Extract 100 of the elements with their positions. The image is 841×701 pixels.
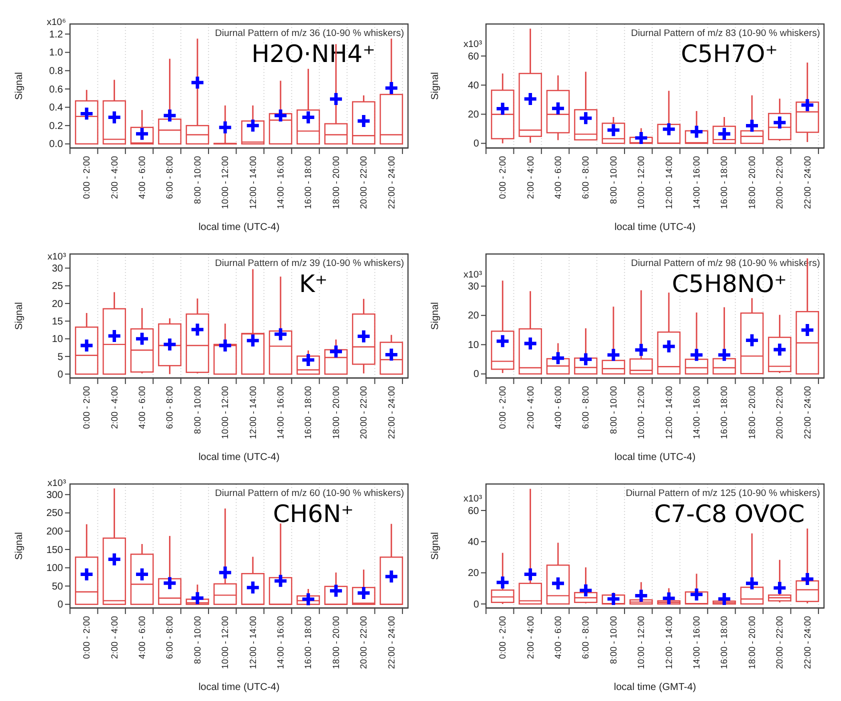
- y-axis-title: Signal: [14, 72, 25, 100]
- y-axis-title: Signal: [430, 302, 441, 330]
- y-tick-label: 10: [468, 340, 480, 351]
- point: [136, 568, 148, 580]
- text: x10³: [464, 39, 482, 50]
- text: Diurnal Pattern of m/z 36 (10-90 % whiskers): [214, 28, 404, 39]
- point: [164, 110, 176, 122]
- point: [524, 337, 536, 350]
- x-tick-label: 4:00 - 6:00: [137, 386, 148, 430]
- point: [246, 120, 259, 132]
- point: [662, 592, 675, 604]
- y-tick-label: 60: [468, 506, 480, 517]
- x-tick-label: 6:00 - 8:00: [164, 616, 175, 660]
- point: [635, 344, 648, 356]
- x-tick-label: 10:00 - 12:00: [220, 616, 230, 670]
- x-tick-label: 10:00 - 12:00: [636, 386, 646, 440]
- y-tick-label: 0: [473, 138, 480, 150]
- x-tick-label: 12:00 - 14:00: [664, 616, 674, 670]
- y-tick-label: 15: [52, 316, 64, 328]
- x-tick-label: 20:00 - 22:00: [358, 386, 369, 440]
- point: [635, 590, 648, 602]
- point: [330, 346, 342, 358]
- y-axis-title: Signal: [430, 72, 441, 100]
- point: [219, 340, 232, 352]
- text: x10³: [48, 251, 66, 262]
- point: [136, 332, 148, 345]
- x-tick-label: 2:00 - 4:00: [109, 386, 120, 430]
- point: [718, 348, 730, 361]
- x-tick-label: 2:00 - 4:00: [525, 156, 536, 200]
- x-tick-label: 22:00 - 24:00: [386, 386, 396, 440]
- chart-title: Diurnal Pattern of m/z 60 (10-90 % whiskers): [214, 488, 404, 499]
- text: x10⁶: [46, 17, 66, 28]
- y-tick-label: 150: [46, 544, 64, 556]
- x-tick-label: 18:00 - 20:00: [746, 386, 757, 440]
- y-tick-label: 0.6: [49, 84, 64, 96]
- x-tick-label: 20:00 - 22:00: [358, 156, 369, 210]
- x-tick-label: 12:00 - 14:00: [664, 386, 674, 440]
- x-tick-label: 20:00 - 22:00: [774, 156, 785, 210]
- point: [164, 577, 176, 590]
- x-tick-label: 22:00 - 24:00: [802, 386, 812, 440]
- point: [801, 324, 814, 336]
- x-tick-label: 8:00 - 10:00: [192, 386, 202, 434]
- x-tick-label: 2:00 - 4:00: [525, 616, 536, 660]
- point: [246, 334, 259, 347]
- x-tick-label: 16:00 - 18:00: [719, 156, 730, 210]
- y-tick-label: 40: [468, 536, 480, 548]
- x-tick-label: 6:00 - 8:00: [164, 156, 175, 200]
- y-axis-title: Signal: [14, 302, 25, 330]
- x-tick-label: 12:00 - 14:00: [248, 156, 258, 210]
- point: [690, 348, 703, 361]
- point: [191, 592, 204, 604]
- x-tick-label: 6:00 - 8:00: [580, 156, 591, 200]
- x-tick-label: 12:00 - 14:00: [248, 616, 258, 670]
- point: [746, 334, 758, 346]
- point: [274, 328, 287, 340]
- point: [108, 553, 120, 566]
- x-tick-label: 8:00 - 10:00: [192, 156, 202, 204]
- x-tick-label: 12:00 - 14:00: [248, 386, 258, 440]
- y-tick-label: 20: [468, 568, 480, 580]
- text: Diurnal Pattern of m/z 83 (10-90 % whiskers): [630, 28, 820, 39]
- x-tick-label: 4:00 - 6:00: [553, 616, 564, 660]
- annotation: K⁺: [299, 270, 328, 298]
- point: [607, 348, 620, 361]
- point: [302, 593, 314, 606]
- y-tick-label: 20: [468, 310, 480, 322]
- point: [191, 76, 204, 89]
- point: [580, 584, 592, 596]
- point: [580, 353, 592, 366]
- x-tick-label: 0:00 - 2:00: [82, 386, 92, 430]
- x-tick-label: 8:00 - 10:00: [192, 616, 202, 664]
- x-tick-label: 6:00 - 8:00: [164, 386, 175, 430]
- x-tick-label: 20:00 - 22:00: [774, 386, 785, 440]
- point: [274, 574, 287, 587]
- x-tick-label: 6:00 - 8:00: [580, 616, 591, 660]
- point: [774, 582, 786, 594]
- y-tick-label: 250: [46, 508, 64, 520]
- y-tick-label: 10: [52, 334, 64, 346]
- x-tick-label: 14:00 - 16:00: [692, 386, 702, 440]
- point: [385, 82, 398, 94]
- point: [607, 592, 620, 605]
- x-tick-label: 22:00 - 24:00: [386, 156, 396, 210]
- y-axis-title: Signal: [14, 532, 25, 560]
- annotation: C7-C8 OVOC: [654, 500, 805, 528]
- x-tick-label: 10:00 - 12:00: [220, 156, 230, 210]
- x-tick-label: 0:00 - 2:00: [498, 616, 508, 660]
- point: [274, 110, 287, 122]
- annotation: C5H7O⁺: [680, 40, 778, 68]
- x-tick-label: 12:00 - 14:00: [664, 156, 674, 210]
- point: [552, 352, 564, 364]
- y-tick-label: 20: [52, 298, 64, 310]
- point: [219, 121, 232, 134]
- y-tick-label: 100: [46, 563, 64, 574]
- x-tick-label: 0:00 - 2:00: [82, 616, 92, 660]
- x-tick-label: 2:00 - 4:00: [109, 156, 120, 200]
- x-axis-title: local time (UTC-4): [614, 452, 696, 463]
- y-tick-label: 1.2: [49, 29, 64, 40]
- x-axis-title: local time (UTC-4): [198, 682, 280, 693]
- x-tick-label: 2:00 - 4:00: [525, 386, 536, 430]
- x-tick-label: 14:00 - 16:00: [276, 386, 286, 440]
- point: [191, 324, 204, 336]
